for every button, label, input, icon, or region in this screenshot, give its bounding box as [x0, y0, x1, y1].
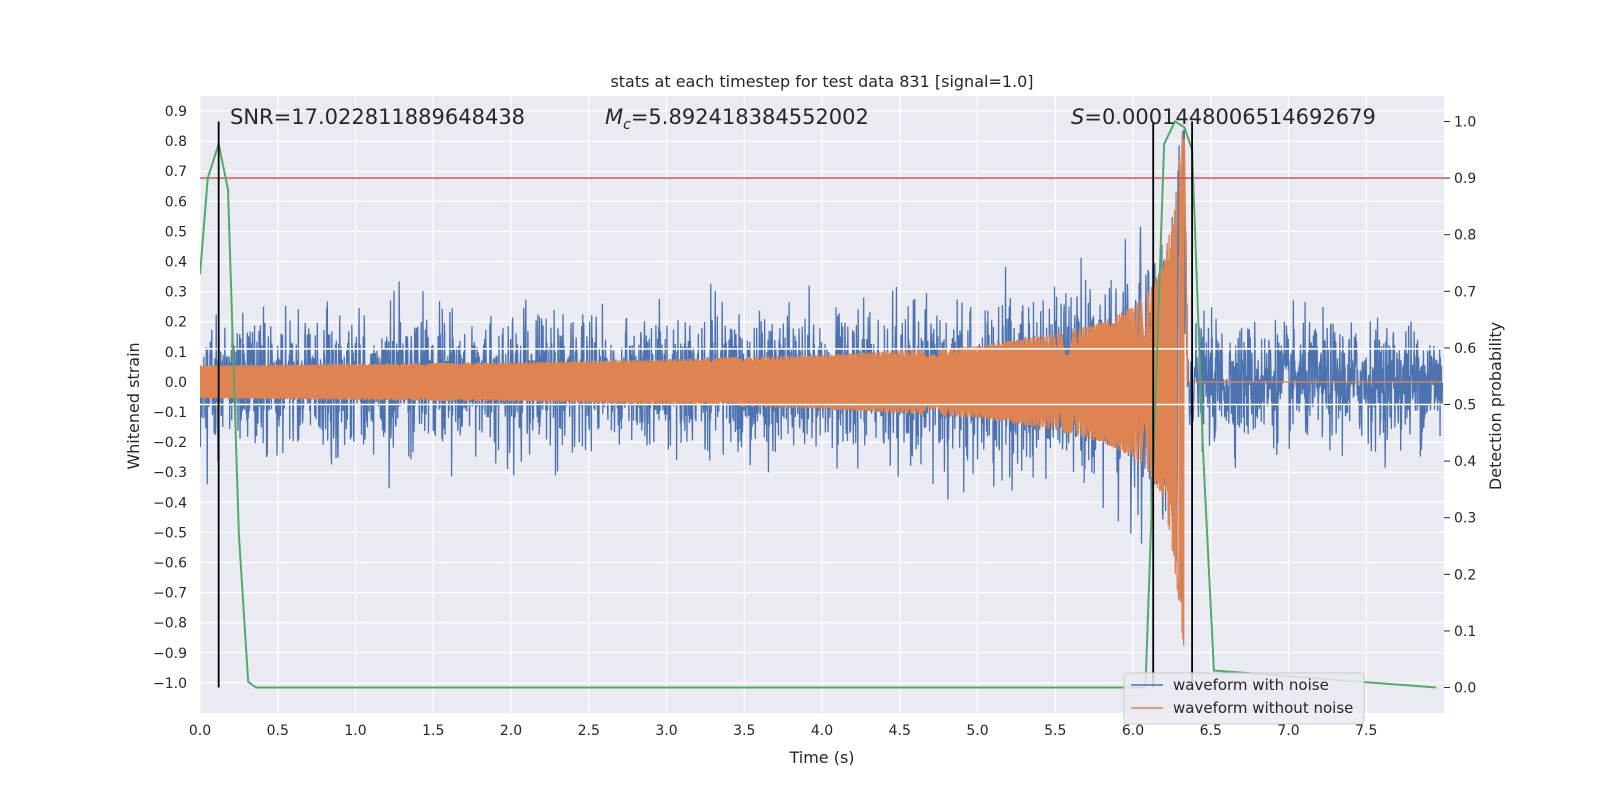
- y-right-tick-label: 0.8: [1454, 228, 1476, 244]
- y-right-axis: 1.0 0.9 0.8 0.7 0.6 0.5 0.4 0.3 0.2 0.1 0.0: [1444, 114, 1476, 697]
- s-value: =0.0001448006514692679: [1084, 105, 1376, 129]
- y-right-tick-label: 0.1: [1454, 624, 1476, 640]
- x-tick-label: 3.5: [733, 723, 755, 739]
- legend-box: [1123, 672, 1365, 725]
- legend-label-noisy: waveform with noise: [1173, 676, 1329, 694]
- y-left-tick-label: 0.0: [165, 375, 187, 391]
- y-left-tick-label: 0.3: [165, 285, 187, 301]
- overlay-lines: [200, 120, 1444, 689]
- detection-probability-line: [200, 120, 1437, 689]
- x-tick-label: 6.0: [1122, 723, 1144, 739]
- y-right-tick-label: 0.7: [1454, 284, 1476, 300]
- y-left-tick-label: −0.5: [153, 525, 187, 541]
- y-right-tick-label: 0.4: [1454, 454, 1476, 470]
- y-left-tick-label: −0.6: [153, 556, 187, 572]
- y-left-tick-label: −0.9: [153, 646, 187, 662]
- y-right-tick-label: 0.2: [1454, 567, 1476, 583]
- waveform-without-noise-series: [200, 133, 1443, 646]
- y-left-tick-label: −0.2: [153, 435, 187, 451]
- x-tick-label: 7.5: [1355, 723, 1377, 739]
- chirp-mass-annotation: Mc=5.892418384552002: [605, 105, 869, 133]
- chirp-mass-value: =5.892418384552002: [631, 105, 869, 129]
- y-right-tick-label: 0.5: [1454, 398, 1476, 414]
- y-left-tick-label: −1.0: [153, 676, 187, 692]
- y-left-tick-label: 0.1: [165, 345, 187, 361]
- y-right-tick-label: 0.3: [1454, 511, 1476, 527]
- x-tick-label: 2.0: [500, 723, 522, 739]
- y-right-tick-label: 0.9: [1454, 171, 1476, 187]
- y-left-axis: 0.9 0.8 0.7 0.6 0.5 0.4 0.3 0.2 0.1 0.0 −0.1 −0.2 −0…: [153, 104, 187, 692]
- x-tick-label: 2.5: [578, 723, 600, 739]
- y-right-tick-label: 1.0: [1454, 114, 1476, 130]
- y-left-tick-label: 0.2: [165, 315, 187, 331]
- y-left-tick-label: −0.8: [153, 616, 187, 632]
- y-left-tick-label: 0.7: [165, 164, 187, 180]
- plot-lines: [200, 120, 1444, 689]
- y-left-tick-label: −0.1: [153, 405, 187, 421]
- chirp-mass-subscript: c: [623, 117, 631, 133]
- y-left-tick-label: 0.8: [165, 134, 187, 150]
- y-left-axis-label: Whitened strain: [124, 342, 143, 469]
- y-left-tick-label: −0.3: [153, 465, 187, 481]
- y-left-tick-label: 0.9: [165, 104, 187, 120]
- x-tick-label: 5.5: [1044, 723, 1066, 739]
- x-tick-label: 7.0: [1277, 723, 1299, 739]
- x-tick-label: 4.5: [889, 723, 911, 739]
- y-right-tick-label: 0.6: [1454, 341, 1476, 357]
- x-axis-label: Time (s): [788, 748, 854, 767]
- s-symbol: S: [1071, 105, 1084, 129]
- y-right-axis-label: Detection probability: [1486, 322, 1505, 490]
- x-tick-label: 5.0: [966, 723, 988, 739]
- snr-annotation: SNR=17.022811889648438: [230, 105, 525, 129]
- legend: waveform with noise waveform without noi…: [1123, 672, 1365, 725]
- x-tick-label: 3.0: [655, 723, 677, 739]
- y-left-tick-label: 0.6: [165, 194, 187, 210]
- y-left-tick-label: 0.5: [165, 224, 187, 240]
- chirp-mass-symbol: M: [605, 105, 623, 129]
- y-left-tick-label: −0.7: [153, 586, 187, 602]
- x-tick-label: 6.5: [1200, 723, 1222, 739]
- x-tick-label: 1.0: [344, 723, 366, 739]
- s-annotation: S=0.0001448006514692679: [1071, 105, 1376, 129]
- x-tick-label: 4.0: [811, 723, 833, 739]
- y-left-tick-label: 0.4: [165, 255, 187, 271]
- chart-title: stats at each timestep for test data 831…: [610, 72, 1033, 91]
- legend-label-clean: waveform without noise: [1173, 699, 1353, 717]
- x-tick-label: 0.5: [267, 723, 289, 739]
- waveform-without-noise-line: [200, 133, 1443, 646]
- x-tick-label: 0.0: [189, 723, 211, 739]
- x-tick-label: 1.5: [422, 723, 444, 739]
- y-left-tick-label: −0.4: [153, 495, 187, 511]
- y-right-tick-label: 0.0: [1454, 681, 1476, 697]
- x-axis: 0.0 0.5 1.0 1.5 2.0 2.5 3.0 3.5 4.0 4.5 5.0 5.5 6.0 6…: [189, 723, 1378, 739]
